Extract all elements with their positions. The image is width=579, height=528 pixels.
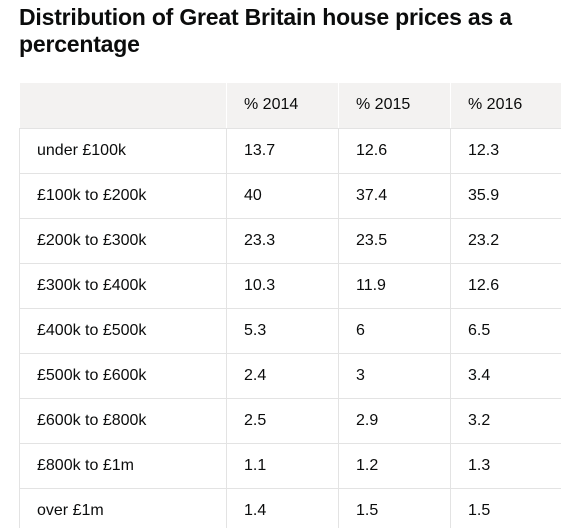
price-band-cell: £100k to £200k: [19, 173, 227, 219]
header-cell-2015: % 2015: [338, 83, 451, 129]
value-cell-2015: 11.9: [338, 263, 451, 309]
value-cell-2016: 3.2: [450, 398, 561, 444]
price-band-cell: £500k to £600k: [19, 353, 227, 399]
table-row: £600k to £800k 2.5 2.9 3.2: [19, 398, 561, 444]
value-cell-2015: 37.4: [338, 173, 451, 219]
header-cell-band: [19, 83, 227, 129]
value-cell-2016: 1.3: [450, 443, 561, 489]
table-row: £300k to £400k 10.3 11.9 12.6: [19, 263, 561, 309]
value-cell-2016: 23.2: [450, 218, 561, 264]
page-title: Distribution of Great Britain house pric…: [19, 4, 512, 57]
value-cell-2014: 10.3: [226, 263, 339, 309]
price-band-cell: £300k to £400k: [19, 263, 227, 309]
header-cell-2016: % 2016: [450, 83, 561, 129]
value-cell-2016: 35.9: [450, 173, 561, 219]
value-cell-2015: 2.9: [338, 398, 451, 444]
value-cell-2015: 6: [338, 308, 451, 354]
price-band-cell: £600k to £800k: [19, 398, 227, 444]
value-cell-2014: 2.5: [226, 398, 339, 444]
table-row: under £100k 13.7 12.6 12.3: [19, 128, 561, 174]
price-distribution-table: % 2014 % 2015 % 2016 under £100k 13.7 12…: [19, 83, 561, 528]
value-cell-2014: 23.3: [226, 218, 339, 264]
value-cell-2015: 3: [338, 353, 451, 399]
value-cell-2016: 3.4: [450, 353, 561, 399]
price-band-cell: £800k to £1m: [19, 443, 227, 489]
value-cell-2014: 1.1: [226, 443, 339, 489]
value-cell-2015: 1.2: [338, 443, 451, 489]
value-cell-2014: 1.4: [226, 488, 339, 528]
value-cell-2014: 2.4: [226, 353, 339, 399]
price-band-cell: under £100k: [19, 128, 227, 174]
table-row: over £1m 1.4 1.5 1.5: [19, 488, 561, 528]
value-cell-2015: 23.5: [338, 218, 451, 264]
value-cell-2016: 6.5: [450, 308, 561, 354]
value-cell-2014: 13.7: [226, 128, 339, 174]
header-cell-2014: % 2014: [226, 83, 339, 129]
value-cell-2014: 40: [226, 173, 339, 219]
table-row: £200k to £300k 23.3 23.5 23.2: [19, 218, 561, 264]
value-cell-2016: 12.3: [450, 128, 561, 174]
price-band-cell: £400k to £500k: [19, 308, 227, 354]
value-cell-2015: 1.5: [338, 488, 451, 528]
value-cell-2016: 12.6: [450, 263, 561, 309]
price-distribution-table-container: % 2014 % 2015 % 2016 under £100k 13.7 12…: [19, 83, 561, 528]
table-row: £100k to £200k 40 37.4 35.9: [19, 173, 561, 219]
value-cell-2015: 12.6: [338, 128, 451, 174]
table-row: £800k to £1m 1.1 1.2 1.3: [19, 443, 561, 489]
value-cell-2016: 1.5: [450, 488, 561, 528]
table-row: £500k to £600k 2.4 3 3.4: [19, 353, 561, 399]
price-band-cell: over £1m: [19, 488, 227, 528]
table-header-row: % 2014 % 2015 % 2016: [19, 83, 561, 129]
table-row: £400k to £500k 5.3 6 6.5: [19, 308, 561, 354]
price-band-cell: £200k to £300k: [19, 218, 227, 264]
value-cell-2014: 5.3: [226, 308, 339, 354]
